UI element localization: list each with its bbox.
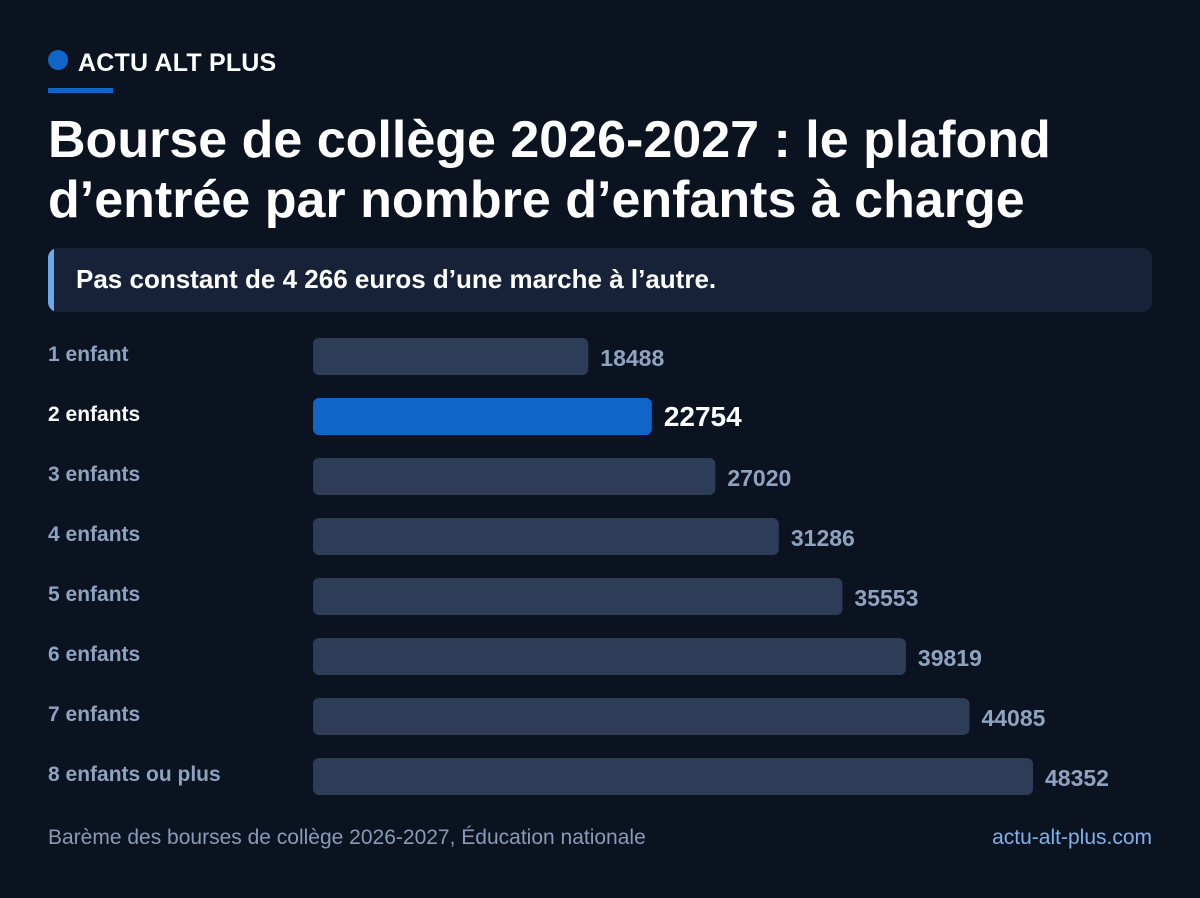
bar: [313, 758, 1033, 795]
page-title: Bourse de collège 2026-2027 : le plafond…: [48, 111, 1051, 229]
bar: [313, 458, 716, 495]
value-label: 27020: [727, 465, 791, 491]
bar: [313, 578, 843, 615]
category-label: 8 enfants ou plus: [48, 763, 221, 786]
bar-chart: 1 enfant 18488 2 enfants 22754 3 enfants 2702…: [48, 338, 1109, 795]
bar: [313, 338, 589, 375]
bar: [313, 398, 652, 435]
bar: [313, 698, 970, 735]
source-note: Barème des bourses de collège 2026-2027,…: [48, 826, 646, 849]
category-label: 5 enfants: [48, 583, 140, 606]
category-label: 7 enfants: [48, 703, 140, 726]
value-label: 18488: [600, 345, 664, 371]
subtitle-text: Pas constant de 4 266 euros d’une marche…: [76, 264, 717, 294]
value-label: 22754: [664, 401, 742, 432]
category-label: 4 enfants: [48, 523, 140, 546]
subtitle-callout: Pas constant de 4 266 euros d’une marche…: [48, 248, 1152, 312]
brand-dot-icon: [48, 50, 68, 70]
value-label: 48352: [1045, 765, 1109, 791]
category-label: 2 enfants: [48, 403, 140, 426]
site-link[interactable]: actu-alt-plus.com: [992, 826, 1152, 849]
bar: [313, 638, 906, 675]
callout-accent-bar: [48, 248, 54, 312]
bar: [313, 518, 779, 555]
category-label: 3 enfants: [48, 463, 140, 486]
category-label: 6 enfants: [48, 643, 140, 666]
value-label: 44085: [981, 705, 1045, 731]
value-label: 31286: [791, 525, 855, 551]
brand-name: ACTU ALT PLUS: [78, 48, 277, 77]
category-label: 1 enfant: [48, 343, 129, 366]
brand-underline: [48, 88, 113, 93]
value-label: 39819: [918, 645, 982, 671]
value-label: 35553: [854, 585, 918, 611]
brand-header: ACTU ALT PLUS: [48, 46, 276, 80]
